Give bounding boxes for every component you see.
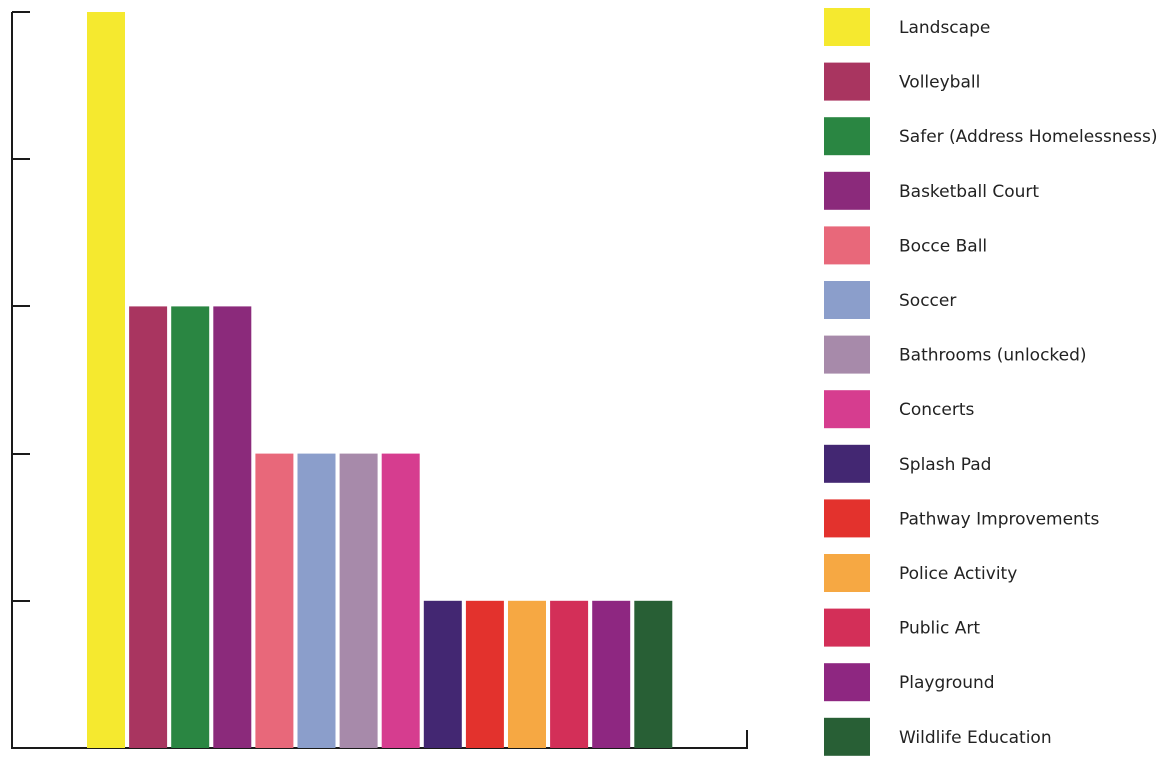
legend-label-volleyball: Volleyball: [899, 73, 980, 93]
legend-label-basketball-court: Basketball Court: [899, 182, 1039, 202]
bar-soccer: [297, 453, 336, 748]
legend: Landscape Volleyball Safer (Address Homele…: [824, 8, 1157, 756]
legend-swatch-safer-address-homelessness: [824, 117, 870, 156]
legend-label-bocce-ball: Bocce Ball: [899, 236, 987, 256]
legend-swatch-wildlife-education: [824, 717, 870, 756]
bar-concerts: [381, 453, 420, 748]
bar-volleyball: [129, 306, 168, 748]
bar-police-activity: [508, 600, 546, 748]
bar-bathrooms-unlocked: [339, 453, 378, 748]
legend-label-soccer: Soccer: [899, 291, 956, 311]
legend-label-wildlife-education: Wildlife Education: [899, 728, 1052, 748]
legend-swatch-concerts: [824, 390, 870, 429]
y-axis-ticks: [12, 11, 30, 602]
legend-swatch-police-activity: [824, 554, 870, 592]
bar-splash-pad: [423, 600, 462, 748]
legend-swatch-volleyball: [824, 62, 870, 101]
legend-swatch-splash-pad: [824, 444, 870, 483]
bar-basketball-court: [213, 306, 252, 748]
legend-label-police-activity: Police Activity: [899, 564, 1017, 584]
legend-swatch-basketball-court: [824, 171, 870, 210]
legend-label-public-art: Public Art: [899, 619, 980, 639]
legend-swatch-landscape: [824, 8, 870, 46]
bar-safer-address-homelessness: [171, 306, 210, 748]
legend-label-concerts: Concerts: [899, 400, 975, 420]
legend-label-bathrooms-unlocked: Bathrooms (unlocked): [899, 346, 1087, 366]
legend-swatch-bocce-ball: [824, 226, 870, 265]
legend-label-splash-pad: Splash Pad: [899, 455, 991, 475]
bar-wildlife-education: [634, 600, 673, 748]
legend-label-landscape: Landscape: [899, 18, 990, 38]
bars-group: [87, 12, 673, 748]
legend-label-playground: Playground: [899, 673, 995, 693]
legend-label-pathway-improvements: Pathway Improvements: [899, 509, 1099, 529]
legend-swatch-soccer: [824, 281, 870, 319]
bar-pathway-improvements: [465, 600, 504, 748]
bar-public-art: [550, 600, 589, 748]
bar-playground: [592, 600, 631, 748]
legend-swatch-playground: [824, 663, 870, 702]
legend-swatch-pathway-improvements: [824, 499, 870, 538]
legend-swatch-bathrooms-unlocked: [824, 335, 870, 374]
legend-label-safer-address-homelessness: Safer (Address Homelessness): [899, 127, 1157, 147]
legend-swatch-public-art: [824, 608, 870, 647]
bar-landscape: [87, 12, 125, 748]
bar-bocce-ball: [255, 453, 294, 748]
